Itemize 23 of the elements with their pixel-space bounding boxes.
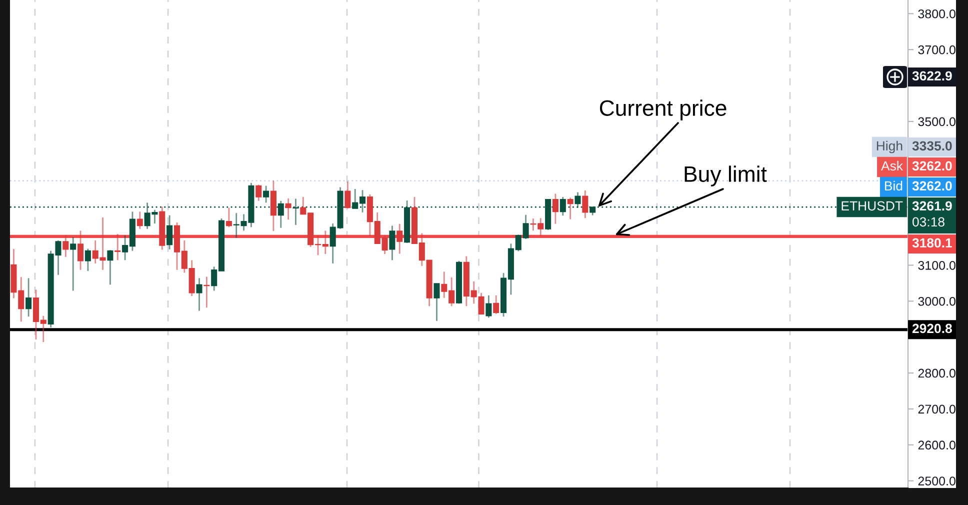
y-tick-label: 2800.0 [918,368,956,378]
text: 3262.0 [912,181,952,191]
y-tick-label: 3500.0 [918,117,956,126]
annotation: Buy limit [684,166,767,186]
y-tick-label: 3100.0 [918,261,956,270]
ref-line-label: 3180.1 [912,238,952,248]
y-tick-label: 3000.0 [918,296,956,306]
y-tick-label: 2600.0 [918,440,956,450]
ref-line-label: 3261.9 [912,201,952,211]
text: 03:18 [912,217,944,227]
y-tick-label: 3800.0 [918,9,956,18]
y-tick-label: 3700.0 [918,45,956,54]
legend-label: 3335.0 [912,141,952,151]
text: 3262.0 [912,161,952,171]
annotation: ETHUSDT [842,201,903,211]
text: 3622.9 [912,71,952,81]
annotation: Ask [881,160,904,171]
y-tick-label: 2700.0 [918,404,956,414]
y-tick-label: 2500.0 [918,476,956,486]
ref-line-label: 2920.8 [912,324,952,334]
annotation: Current price [600,100,726,120]
annotation: High [876,140,902,154]
annotation: Bid [885,180,902,191]
